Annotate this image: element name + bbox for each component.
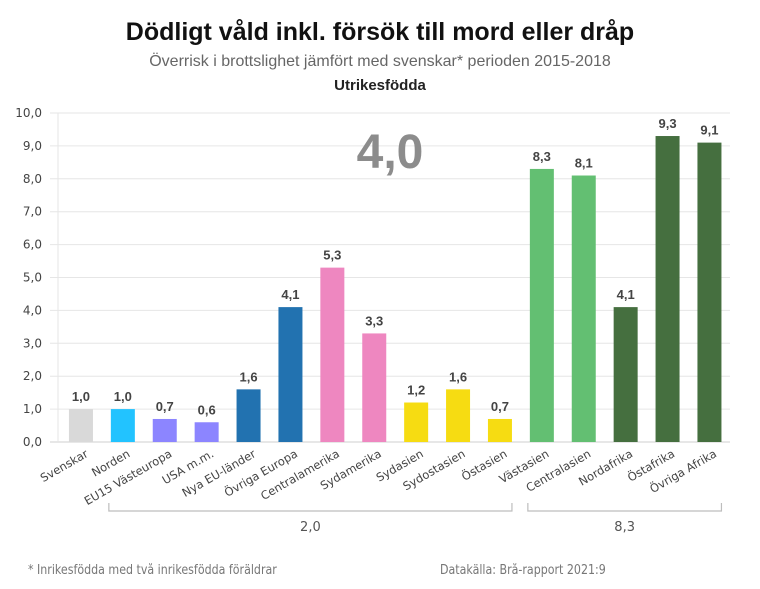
data-label: 4,1 (281, 287, 299, 302)
x-tick-label: Svenskar (38, 446, 91, 485)
value-labels: 1,0 1,0 0,7 0,6 1,6 4,1 5,3 3,3 1,2 1,6 0,7 8,3 8,1 4… (72, 116, 719, 417)
y-tick-label: 0,0 (23, 435, 42, 449)
y-axis: 0,0 1,0 2,0 3,0 4,0 5,0 6,0 7,0 8,0 9,0 10,0 (15, 106, 59, 449)
bar-sydamerika (362, 333, 387, 442)
data-label: 1,2 (407, 383, 425, 398)
data-label: 5,3 (323, 248, 341, 263)
y-tick-label: 3,0 (23, 336, 42, 350)
data-label: 1,6 (449, 369, 467, 384)
data-source: Datakälla: Brå-rapport 2021:9 (440, 563, 606, 578)
data-label: 0,7 (491, 399, 509, 414)
y-tick-label: 5,0 (23, 271, 42, 285)
group-title: Utrikesfödda (334, 77, 426, 94)
y-tick-label: 4,0 (23, 303, 42, 317)
bar-övriga-europa (278, 307, 303, 442)
y-tick-label: 7,0 (23, 205, 42, 219)
overall-value-label: 4,0 (357, 126, 424, 179)
bar-östasien (487, 418, 512, 442)
data-label: 8,1 (575, 156, 593, 171)
footnote: * Inrikesfödda med två inrikesfödda förä… (28, 563, 277, 578)
bar-nordafrika (613, 307, 638, 442)
bar-övriga-afrika (697, 142, 722, 443)
bar-svenskar (68, 409, 93, 442)
y-tick-label: 1,0 (23, 402, 42, 416)
bar-östafrika (655, 136, 680, 442)
data-label: 1,0 (72, 389, 90, 404)
bar-eu15-västeuropa (152, 418, 177, 442)
chart-subtitle: Överrisk i brottslighet jämfört med sven… (149, 53, 611, 70)
y-tick-label: 9,0 (23, 139, 42, 153)
bar-usa-m-m- (194, 422, 219, 442)
data-label: 1,0 (114, 389, 132, 404)
y-tick-label: 6,0 (23, 238, 42, 252)
data-label: 3,3 (365, 313, 383, 328)
group-bracket (527, 503, 723, 512)
group-bracket-label: 8,3 (614, 520, 635, 535)
y-tick-label: 8,0 (23, 172, 42, 186)
y-tick-label: 2,0 (23, 369, 42, 383)
x-tick-label: Övriga Afrika (646, 445, 719, 496)
data-label: 9,1 (700, 123, 718, 138)
bar-nya-eu-länder (236, 389, 261, 442)
group-bracket-label: 2,0 (300, 520, 321, 535)
bar-sydostasien (446, 389, 471, 442)
data-label: 9,3 (659, 116, 677, 131)
y-tick-label: 10,0 (15, 106, 42, 120)
data-label: 8,3 (533, 149, 551, 164)
bars (68, 136, 722, 443)
group-brackets: 2,0 8,3 (108, 503, 723, 535)
data-label: 0,6 (198, 402, 216, 417)
bar-centralasien (571, 175, 596, 442)
data-label: 1,6 (240, 369, 258, 384)
data-label: 4,1 (617, 287, 635, 302)
bar-norden (110, 409, 135, 442)
bar-sydasien (404, 402, 429, 442)
group-bracket (108, 503, 513, 512)
bar-västasien (529, 168, 554, 442)
data-label: 0,7 (156, 399, 174, 414)
bar-centralamerika (320, 267, 345, 442)
chart-title: Dödligt våld inkl. försök till mord elle… (125, 18, 635, 46)
